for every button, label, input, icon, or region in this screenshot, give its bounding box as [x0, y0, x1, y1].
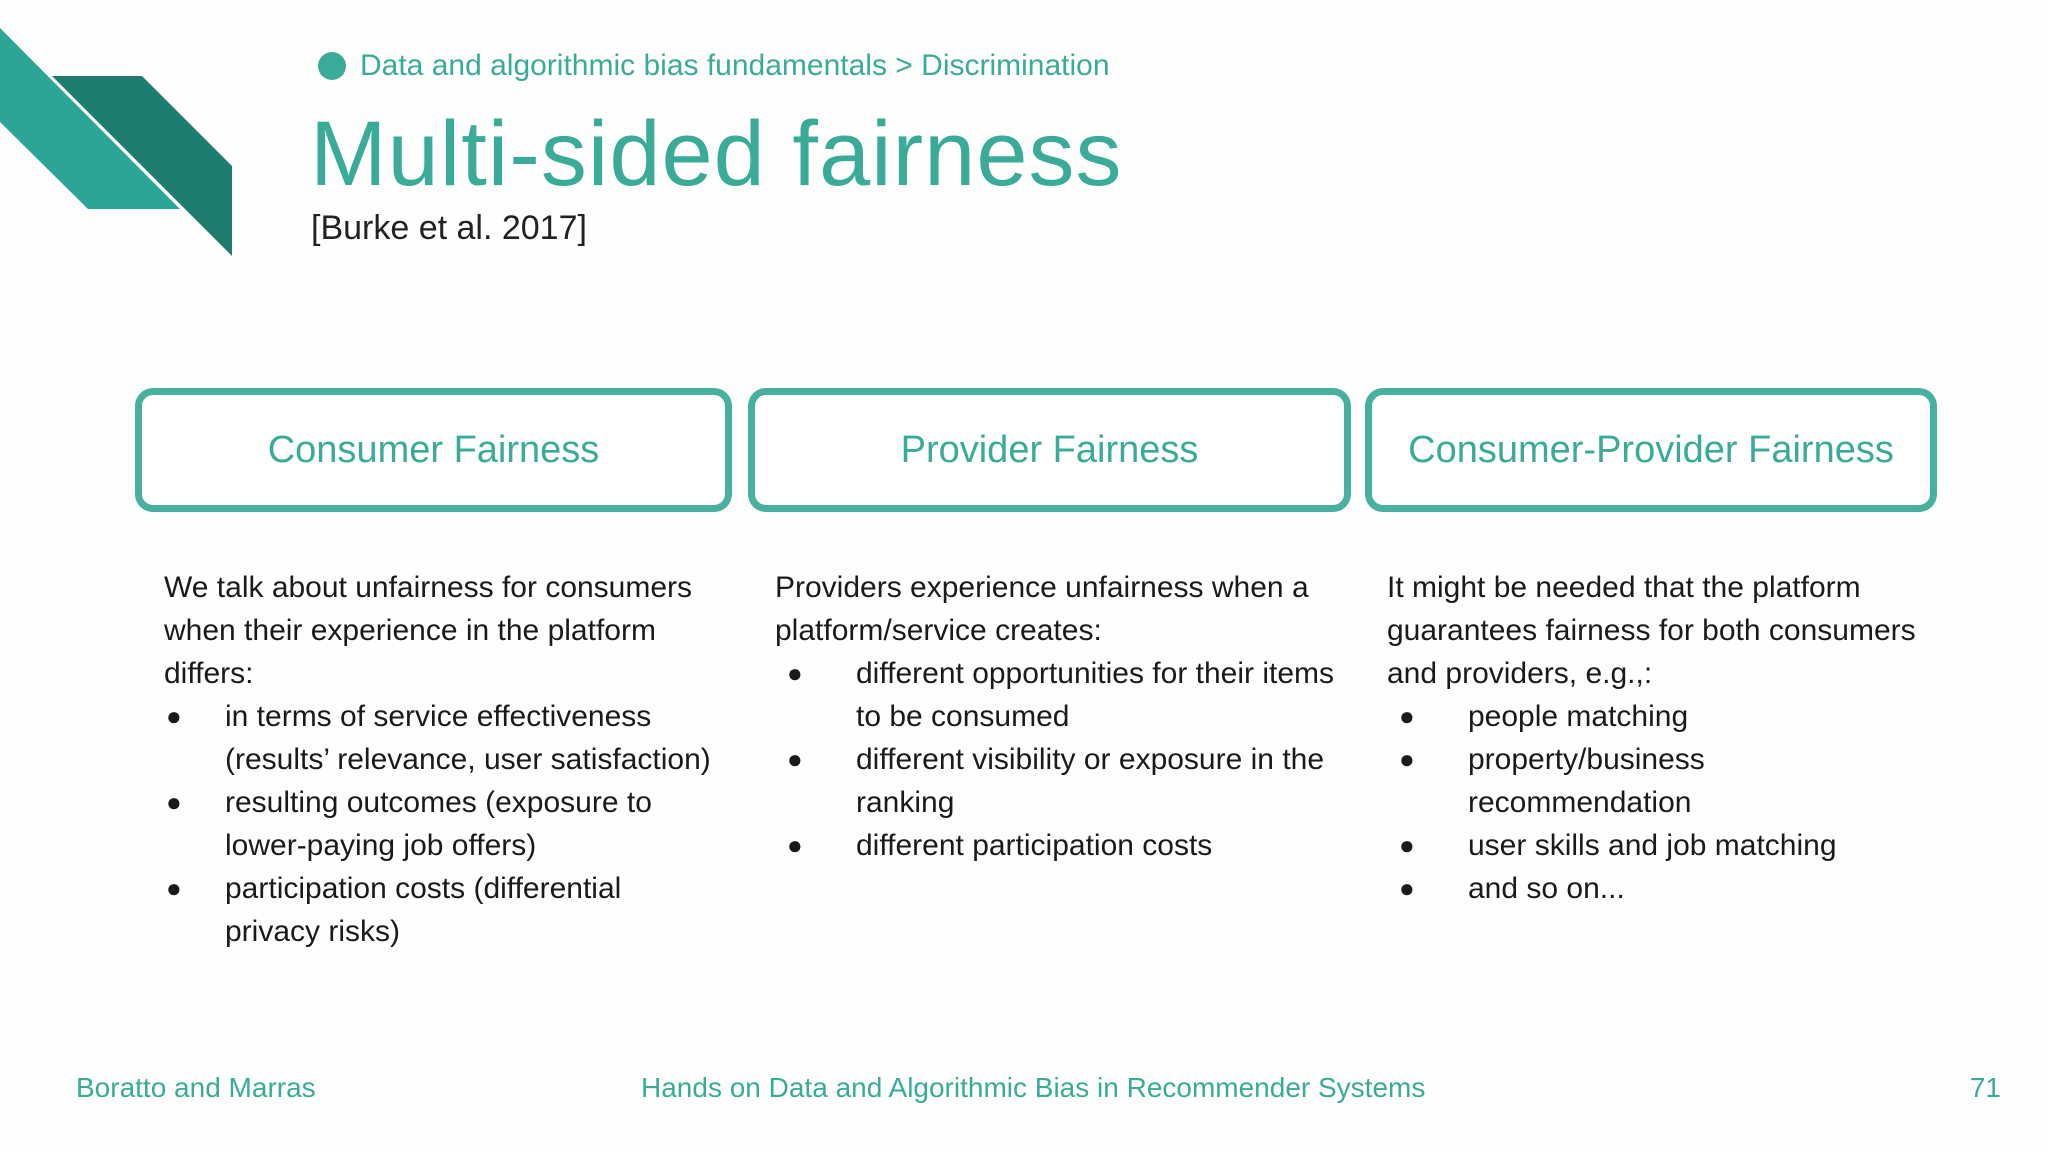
breadcrumb-text: Data and algorithmic bias fundamentals >…	[360, 49, 1110, 82]
bullet-icon: ●	[1399, 701, 1415, 731]
list-item: ● people matching	[1387, 695, 1927, 738]
bullet-icon: ●	[787, 744, 803, 774]
corner-decoration	[0, 28, 232, 256]
consumer-fairness-heading: Consumer Fairness	[267, 428, 600, 471]
provider-fairness-intro: Providers experience unfairness when a p…	[775, 571, 1309, 647]
footer-authors: Boratto and Marras	[76, 1072, 316, 1103]
slide-title: Multi-sided fairness	[310, 103, 1123, 205]
corner-stripe-dark	[52, 76, 232, 256]
list-item: ● in terms of service effectiveness (resu…	[164, 695, 724, 781]
bullet-icon: ●	[166, 787, 182, 817]
citation: [Burke et al. 2017]	[311, 209, 587, 247]
bullet-icon: ●	[166, 873, 182, 903]
list-item: ● property/business recommendation	[1387, 738, 1927, 824]
provider-fairness-list: ● different opportunities for their items…	[775, 652, 1335, 867]
bullet-icon: ●	[1399, 873, 1415, 903]
list-item: ● user skills and job matching	[1387, 824, 1927, 867]
provider-fairness-body: Providers experience unfairness when a p…	[775, 566, 1335, 867]
bullet-icon: ●	[787, 658, 803, 688]
consumer-provider-fairness-list: ● people matching ● property/business reco…	[1387, 695, 1927, 910]
consumer-provider-fairness-intro: It might be needed that the platform gua…	[1387, 571, 1916, 690]
list-item: ● participation costs (differential priva…	[164, 867, 724, 953]
consumer-fairness-intro: We talk about unfairness for consumers w…	[164, 571, 693, 690]
page-number: 71	[1969, 1072, 2001, 1103]
consumer-fairness-list: ● in terms of service effectiveness (resu…	[164, 695, 724, 953]
provider-fairness-heading: Provider Fairness	[900, 428, 1199, 471]
corner-stripe-light	[0, 28, 180, 209]
list-item: ● resulting outcomes (exposure to lower-p…	[164, 781, 724, 867]
breadcrumb: Data and algorithmic bias fundamentals >…	[318, 48, 1110, 84]
consumer-provider-fairness-heading: Consumer-Provider Fairness	[1408, 428, 1894, 471]
bullet-icon: ●	[787, 830, 803, 860]
consumer-fairness-body: We talk about unfairness for consumers w…	[164, 566, 724, 953]
list-item: ● and so on...	[1387, 867, 1927, 910]
footer-title: Hands on Data and Algorithmic Bias in Re…	[641, 1072, 1426, 1103]
provider-fairness-box: Provider Fairness	[748, 388, 1351, 512]
list-item: ● different visibility or exposure in the…	[775, 738, 1335, 824]
breadcrumb-dot-icon	[318, 52, 346, 80]
consumer-provider-fairness-body: It might be needed that the platform gua…	[1387, 566, 1927, 910]
bullet-icon: ●	[166, 701, 182, 731]
list-item: ● different opportunities for their items…	[775, 652, 1335, 738]
list-item: ● different participation costs	[775, 824, 1335, 867]
consumer-provider-fairness-box: Consumer-Provider Fairness	[1365, 388, 1937, 512]
consumer-fairness-box: Consumer Fairness	[135, 388, 732, 512]
bullet-icon: ●	[1399, 830, 1415, 860]
bullet-icon: ●	[1399, 744, 1415, 774]
